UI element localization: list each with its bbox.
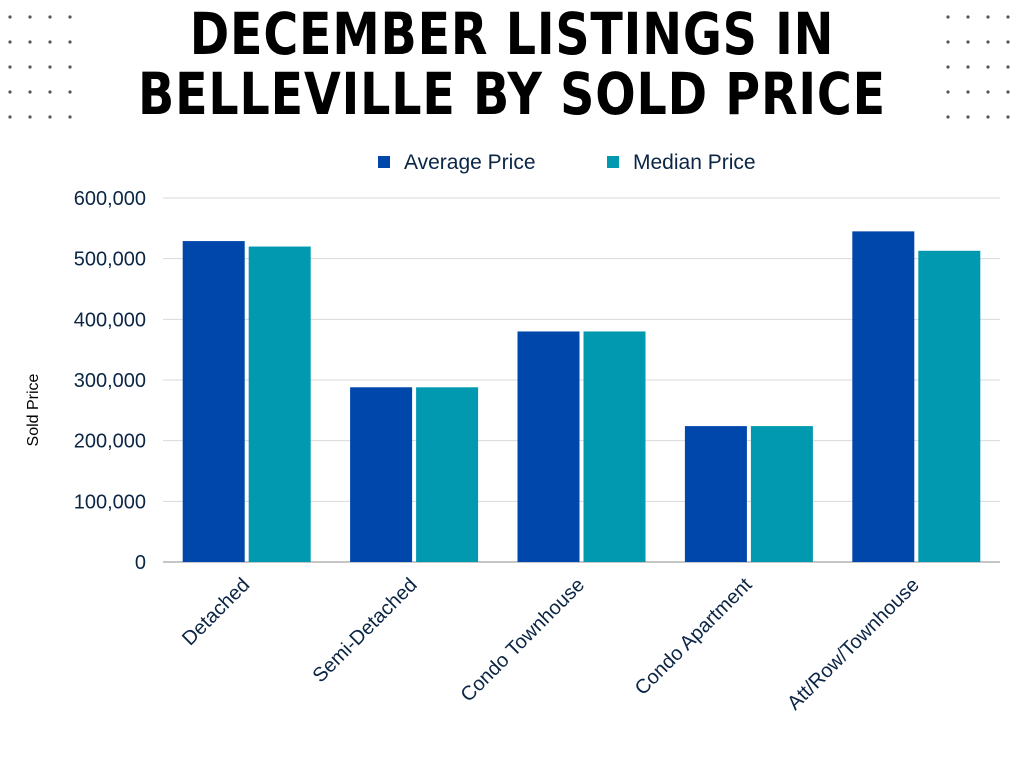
bar-median-4	[918, 250, 981, 562]
decorative-dots-left	[8, 15, 72, 119]
bar-average-1	[350, 387, 413, 562]
dot	[48, 15, 52, 19]
dot	[966, 15, 970, 19]
dot	[946, 90, 950, 94]
bar-median-2	[583, 331, 646, 562]
chart-title: DECEMBER LISTINGS IN BELLEVILLE BY SOLD …	[92, 4, 932, 124]
x-tick-label: Condo Townhouse	[457, 574, 589, 706]
dot	[68, 115, 72, 119]
dot	[68, 15, 72, 19]
dot	[1006, 40, 1010, 44]
dot	[966, 40, 970, 44]
dot	[68, 65, 72, 69]
y-tick-label: 100,000	[74, 491, 146, 513]
dot	[1006, 90, 1010, 94]
bar-average-2	[517, 331, 580, 562]
dot	[966, 115, 970, 119]
dot	[68, 40, 72, 44]
dot	[28, 65, 32, 69]
x-tick-label: Detached	[178, 574, 254, 650]
dot	[1006, 65, 1010, 69]
dot	[986, 90, 990, 94]
bar-average-3	[684, 426, 747, 562]
dot	[48, 40, 52, 44]
y-tick-label: 200,000	[74, 431, 146, 453]
dot	[28, 90, 32, 94]
dot	[28, 40, 32, 44]
dot	[48, 65, 52, 69]
chart-title-line-1: DECEMBER LISTINGS IN	[189, 0, 835, 68]
y-axis-label: Sold Price	[25, 373, 42, 446]
dot	[8, 90, 12, 94]
chart-title-line-2: BELLEVILLE BY SOLD PRICE	[138, 60, 886, 128]
dot	[28, 115, 32, 119]
dot	[8, 115, 12, 119]
dot	[986, 15, 990, 19]
dot	[946, 40, 950, 44]
x-tick-label: Att/Row/Townhouse	[783, 574, 924, 715]
x-tick-label: Condo Apartment	[631, 574, 757, 700]
y-tick-label: 300,000	[74, 370, 146, 392]
legend-swatch-median	[607, 156, 619, 168]
legend-label-median: Median Price	[633, 151, 756, 174]
dot	[986, 40, 990, 44]
dot	[986, 115, 990, 119]
y-tick-label: 500,000	[74, 249, 146, 271]
dot	[986, 65, 990, 69]
decorative-dots-right	[946, 15, 1010, 119]
dot	[946, 65, 950, 69]
dot	[48, 115, 52, 119]
dot	[946, 115, 950, 119]
bar-median-1	[416, 387, 479, 562]
dot	[966, 65, 970, 69]
dot	[1006, 115, 1010, 119]
legend-swatch-average	[378, 156, 390, 168]
dot	[966, 90, 970, 94]
bar-average-4	[852, 231, 915, 562]
dot	[28, 15, 32, 19]
y-tick-label: 600,000	[74, 188, 146, 210]
x-tick-label: Semi-Detached	[309, 574, 422, 687]
dot	[946, 15, 950, 19]
legend-label-average: Average Price	[404, 151, 536, 174]
dot	[8, 65, 12, 69]
dot	[8, 40, 12, 44]
dot	[8, 15, 12, 19]
bar-average-0	[182, 241, 245, 562]
bar-median-0	[248, 246, 311, 563]
dot	[68, 90, 72, 94]
bar-median-3	[750, 426, 813, 562]
y-tick-label: 0	[135, 552, 146, 574]
dot	[1006, 15, 1010, 19]
dot	[48, 90, 52, 94]
y-tick-label: 400,000	[74, 309, 146, 331]
